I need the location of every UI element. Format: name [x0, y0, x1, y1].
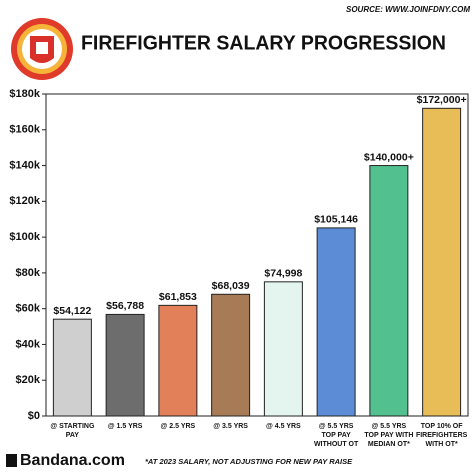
value-label: $172,000+ [417, 94, 467, 106]
y-tick-label: $160k [9, 124, 40, 136]
value-label: $61,853 [159, 291, 197, 303]
x-tick-label: @ 2.5 YRS [161, 423, 196, 430]
y-tick-label: $40k [16, 338, 41, 350]
x-tick-label: @ STARTING PAY [50, 423, 95, 439]
value-label: $74,998 [264, 268, 302, 280]
brand-icon [6, 454, 17, 467]
fdny-emblem [11, 18, 73, 80]
y-tick-label: $0 [28, 410, 40, 422]
bar [158, 304, 198, 417]
y-tick-label: $140k [9, 159, 40, 171]
bar [52, 318, 92, 417]
bar [422, 107, 462, 417]
footnote: *AT 2023 SALARY, NOT ADJUSTING FOR NEW P… [145, 457, 353, 466]
chart-title: FIREFIGHTER SALARY PROGRESSION [81, 32, 446, 54]
plot-frame [45, 93, 469, 417]
y-tick-label: $100k [9, 231, 40, 243]
y-tick-label: $120k [9, 195, 40, 207]
bar [105, 313, 145, 417]
bar [369, 165, 409, 417]
x-tick-label: TOP 10% OF FIREFIGHTERS WITH OT* [416, 423, 468, 448]
y-tick-label: $60k [16, 303, 41, 315]
value-label: $68,039 [212, 280, 250, 292]
bar [316, 227, 356, 417]
y-tick-label: $80k [16, 267, 41, 279]
emblem-center [36, 42, 48, 54]
x-tick-label: @ 5.5 YRS TOP PAY WITH MEDIAN OT* [364, 423, 413, 448]
x-tick-label: @ 1.5 YRS [108, 423, 143, 430]
bar [263, 281, 303, 417]
x-tick-label: @ 5.5 YRS TOP PAY WITHOUT OT [314, 423, 359, 448]
value-label: $56,788 [106, 300, 144, 312]
value-label: $54,122 [53, 305, 91, 317]
value-label: $140,000+ [364, 151, 414, 163]
y-tick-label: $20k [16, 374, 41, 386]
source: SOURCE: WWW.JOINFDNY.COM [346, 5, 470, 14]
brand: Bandana.com [20, 452, 125, 469]
x-tick-label: @ 3.5 YRS [213, 423, 248, 430]
value-label: $105,146 [314, 214, 358, 226]
y-tick-label: $180k [9, 88, 40, 100]
x-tick-label: @ 4.5 YRS [266, 423, 301, 430]
bar [211, 293, 251, 417]
